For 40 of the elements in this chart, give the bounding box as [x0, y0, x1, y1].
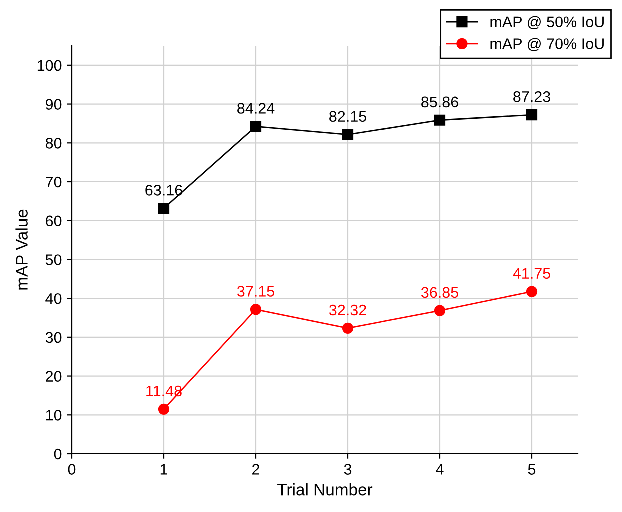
y-tick-label: 0 — [54, 448, 62, 460]
x-tick-label: 5 — [528, 464, 536, 475]
point — [434, 305, 446, 316]
y-tick-label: 50 — [46, 254, 62, 266]
data-label: 85.86 — [422, 96, 458, 108]
data-label: 32.32 — [329, 304, 366, 316]
y-tick-label: 10 — [46, 410, 62, 421]
y-tick-label: 100 — [38, 60, 62, 72]
point — [342, 322, 354, 334]
data-label: 41.75 — [513, 268, 550, 280]
point — [158, 404, 170, 415]
y-tick-label: 80 — [46, 138, 62, 149]
legend-label: mAP @ 70% IoU — [490, 38, 604, 52]
x-tick-label: 2 — [252, 464, 260, 475]
point — [342, 129, 354, 140]
y-tick-label: 60 — [46, 216, 62, 227]
data-label: 37.15 — [237, 286, 274, 297]
point — [250, 121, 262, 132]
data-label: 82.15 — [330, 111, 366, 122]
y-tick-label: 30 — [46, 332, 62, 344]
data-label: 63.16 — [146, 185, 182, 196]
x-tick-label: 3 — [344, 464, 352, 475]
legend-label: mAP @ 50% IoU — [490, 16, 604, 30]
x-tick-label: 4 — [436, 464, 444, 475]
point — [250, 304, 262, 316]
y-tick-label: 90 — [46, 99, 62, 110]
x-tick-label: 1 — [160, 464, 168, 475]
x-tick-label: 0 — [68, 464, 76, 475]
point — [526, 109, 538, 121]
y-tick-label: 40 — [46, 293, 62, 304]
y-tick-label: 70 — [46, 176, 62, 188]
y-tick-label: 20 — [46, 371, 62, 382]
data-label: 87.23 — [514, 91, 550, 102]
point — [434, 114, 446, 126]
y-axis-title: mAP Value — [16, 210, 28, 290]
point — [526, 286, 538, 298]
point — [158, 203, 170, 214]
x-axis-title: Trial Number — [278, 484, 373, 496]
data-label: 84.24 — [238, 103, 275, 114]
data-label: 36.85 — [421, 287, 458, 298]
